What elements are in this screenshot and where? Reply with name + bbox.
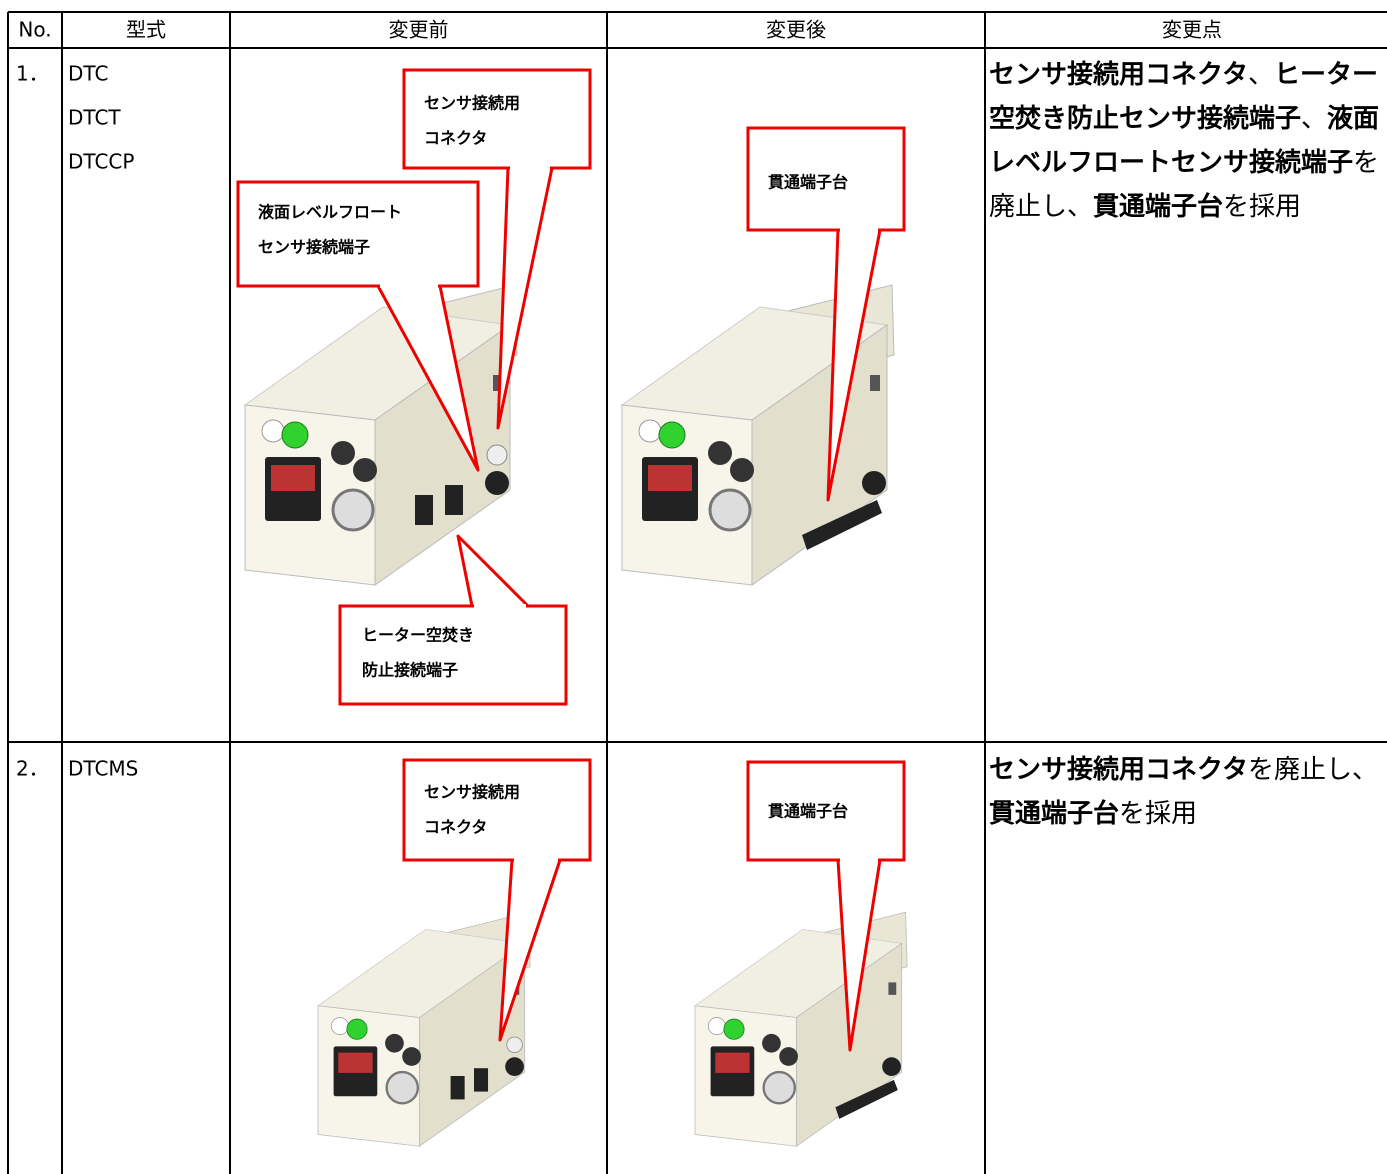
device-illustration <box>316 911 531 1147</box>
text: を採用 <box>1119 799 1198 829</box>
bold-text: センサ接続用コネクタ <box>989 755 1248 785</box>
bold-text: 液面レベルフロートセンサ接続端子 <box>989 104 1380 178</box>
callout-text: 防止接続端子 <box>362 661 458 680</box>
bold-text: 貫通端子台 <box>989 799 1120 829</box>
row-number: 2． <box>16 757 49 781</box>
device-lamp <box>658 421 686 449</box>
model-name: DTC <box>68 62 108 86</box>
header-cell: 変更後 <box>766 18 826 42</box>
row-number: 1． <box>16 62 49 86</box>
callout-text: センサ接続端子 <box>258 238 370 257</box>
header-cell: 型式 <box>126 18 166 42</box>
device-terminal <box>450 1076 465 1100</box>
callout-text: センサ接続用 <box>424 783 520 802</box>
model-name: DTCMS <box>68 757 138 781</box>
header-cell: 変更前 <box>389 18 449 42</box>
device-socket <box>708 488 752 532</box>
device-knob <box>730 458 754 482</box>
device-port <box>862 471 886 495</box>
text: 、 <box>1301 104 1328 134</box>
callout-text: コネクタ <box>424 129 487 148</box>
device-illustration <box>693 911 908 1147</box>
device-knob <box>353 458 377 482</box>
device-lamp <box>281 421 309 449</box>
device-socket <box>331 488 375 532</box>
device-display-digits <box>715 1052 750 1073</box>
text: 、 <box>1247 60 1274 90</box>
callout-text: ヒーター空焚き <box>362 626 474 645</box>
device-lamp-ring <box>330 1017 349 1036</box>
device-port <box>485 471 509 495</box>
callout-pointer <box>456 534 530 608</box>
header-cell: No. <box>18 18 51 42</box>
device-port <box>505 1057 524 1076</box>
header-cell: 変更点 <box>1162 18 1222 42</box>
device-display-digits <box>271 465 315 491</box>
device-knob <box>402 1047 421 1066</box>
device-terminal-block <box>835 1079 898 1119</box>
callout-box <box>746 760 906 862</box>
device-knob <box>385 1033 404 1053</box>
device-knob <box>779 1047 798 1066</box>
change-description: センサ接続用コネクタ、ヒーター空焚き防止センサ接続端子、液面レベルフロートセンサ… <box>989 53 1387 229</box>
text: を採用 <box>1223 192 1302 222</box>
callout-pointer <box>496 166 554 430</box>
callout-box <box>402 68 592 170</box>
callout-text: 貫通端子台 <box>768 173 848 192</box>
bold-text: 貫通端子台 <box>1093 192 1224 222</box>
device-lamp-ring <box>261 419 285 443</box>
device-knob <box>762 1033 781 1053</box>
device-lamp <box>346 1018 368 1040</box>
callout-text: センサ接続用 <box>424 94 520 113</box>
device-knob <box>331 441 355 465</box>
text: を廃止し、 <box>989 148 1380 222</box>
device-switch <box>870 375 880 391</box>
device-socket <box>762 1070 797 1105</box>
text: を廃止し、 <box>1247 755 1378 785</box>
callout-text: 貫通端子台 <box>768 802 848 821</box>
callout-text: 液面レベルフロート <box>258 203 402 222</box>
device-socket <box>385 1070 420 1105</box>
device-lamp-ring <box>638 419 662 443</box>
device-terminal-block <box>802 500 882 550</box>
device-knob <box>708 441 732 465</box>
device-terminal <box>415 495 433 525</box>
device-connector <box>506 1036 523 1053</box>
callout-pointer <box>498 858 562 1042</box>
device-switch <box>888 982 897 995</box>
device-port <box>882 1057 901 1076</box>
device-display-digits <box>338 1052 373 1073</box>
model-name: DTCCP <box>68 150 134 174</box>
bold-text: ヒーター空焚き防止センサ接続端子 <box>989 60 1378 134</box>
device-illustration <box>243 284 518 586</box>
callout-box <box>746 126 906 232</box>
device-lamp <box>723 1018 745 1040</box>
callout-text: コネクタ <box>424 818 487 837</box>
callout-box <box>236 180 480 288</box>
device-illustration <box>620 284 895 586</box>
callout-box <box>402 758 592 862</box>
device-lamp-ring <box>707 1017 726 1036</box>
device-terminal <box>445 485 463 515</box>
model-name: DTCT <box>68 106 121 130</box>
device-connector <box>486 444 508 466</box>
device-terminal <box>474 1068 489 1092</box>
bold-text: センサ接続用コネクタ <box>989 60 1248 90</box>
device-switch <box>493 375 503 391</box>
device-display-digits <box>648 465 692 491</box>
callout-box <box>338 604 568 706</box>
change-description: センサ接続用コネクタを廃止し、貫通端子台を採用 <box>989 748 1387 836</box>
